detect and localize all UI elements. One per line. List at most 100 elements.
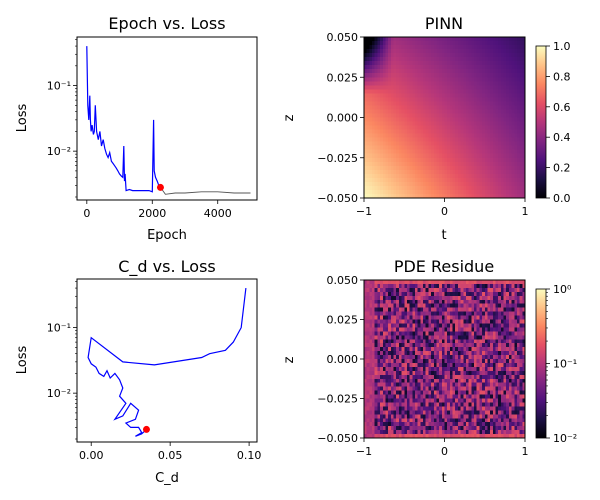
pinn-heatmap-cell [417,149,421,155]
pde-residue-heatmap-cell [433,283,437,289]
pinn-heatmap-cell [463,101,467,106]
pde-residue-heatmap-cell [476,382,480,388]
pde-residue-heatmap-cell [409,410,413,415]
pinn-heatmap-cell [495,77,499,82]
pde-residue-heatmap-cell [388,370,392,376]
pinn-heatmap-cell [519,45,523,50]
pde-residue-heatmap-cell [484,347,488,352]
pde-residue-heatmap-cell [406,283,411,289]
pinn-heatmap-cell [439,41,443,46]
pinn-heatmap-cell [409,181,413,187]
pinn-heatmap-cell [457,89,462,94]
pinn-heatmap-cell [369,137,373,143]
epoch-loss-best-point [156,183,164,191]
pinn-heatmap-cell [482,53,486,58]
pde-residue-heatmap-cell [484,303,488,309]
pinn-heatmap-cell [398,93,403,98]
pinn-heatmap-cell [382,41,386,46]
pde-residue-heatmap-cell [433,382,437,388]
pinn-heatmap-cell [393,121,397,127]
pde-residue-heatmap-cell [393,359,397,364]
pinn-heatmap-cell [522,149,526,155]
pinn-heatmap-cell [495,125,499,131]
pinn-heatmap-cell [490,61,494,66]
pde-residue-heatmap-cell [396,418,400,423]
pinn-heatmap-cell [447,109,451,114]
pde-residue-heatmap-cell [374,390,378,396]
pinn-heatmap-cell [393,81,397,86]
pde-residue-heatmap-cell [447,303,451,309]
pde-residue-heatmap-cell [457,331,462,336]
pinn-heatmap-cell [417,57,421,62]
pde-residue-heatmap-cell [482,331,486,336]
pde-residue-heatmap-cell [393,291,397,297]
pde-residue-heatmap-cell [460,343,464,348]
pinn-heatmap-cell [476,157,480,163]
pinn-heatmap-cell [412,193,416,199]
pde-residue-heatmap-cell [372,394,376,399]
pde-residue-heatmap-cell [460,362,464,368]
pinn-heatmap-cell [377,53,381,58]
pde-residue-heatmap-cell [372,366,376,372]
pde-residue-heatmap-cell [414,287,419,293]
pinn-heatmap-cell [490,181,494,187]
pinn-heatmap-cell [468,93,472,98]
pinn-heatmap-cell [425,85,429,90]
pde-residue-heatmap-cell [476,331,480,336]
pinn-heatmap-cell [516,141,521,147]
pde-residue-heatmap-cell [412,402,416,407]
pde-residue-heatmap-cell [417,418,421,423]
pinn-heatmap-cell [487,133,491,139]
pde-residue-heatmap-cell [431,343,435,348]
pinn-heatmap-cell [428,149,432,155]
cd-loss-title: C_d vs. Loss [118,257,215,277]
pde-residue-heatmap-cell [433,315,437,320]
pinn-heatmap-cell [482,61,486,66]
pinn-heatmap-cell [412,133,416,139]
pde-residue-heatmap-cell [377,390,381,396]
pde-residue-heatmap-cell [492,418,496,423]
pinn-heatmap-cell [372,57,376,62]
pinn-ytick-label: 0.000 [327,112,359,125]
pde-residue-heatmap-cell [433,430,437,435]
pinn-heatmap-cell [406,181,411,187]
pde-residue-heatmap-cell [385,386,389,392]
pinn-heatmap-cell [516,129,521,135]
pinn-heatmap-cell [366,89,370,94]
pinn-heatmap-cell [511,53,515,58]
pinn-heatmap-cell [487,153,491,159]
pinn-heatmap-cell [390,73,395,78]
pde-residue-heatmap-cell [492,410,496,415]
pinn-heatmap-cell [498,181,502,187]
pinn-heatmap-cell [506,113,510,119]
pde-residue-heatmap-cell [388,323,392,328]
pinn-heatmap-cell [409,177,413,183]
pde-residue-heatmap-cell [455,331,459,336]
pde-residue-heatmap-cell [366,422,370,427]
pde-residue-heatmap-cell [409,347,413,352]
pinn-heatmap-cell [452,45,456,50]
pinn-heatmap-cell [423,121,427,127]
pinn-heatmap-cell [409,117,413,123]
pde-residue-heatmap-cell [500,299,505,305]
pinn-heatmap-cell [428,45,432,50]
pde-residue-heatmap-cell [492,359,496,364]
pde-residue-heatmap-cell [508,327,513,332]
pde-residue-heatmap-cell [522,378,526,384]
pinn-heatmap-cell [366,169,370,175]
pinn-heatmap-cell [519,57,523,62]
pinn-heatmap-cell [369,129,373,135]
pinn-heatmap-cell [506,93,510,98]
pde-residue-heatmap-cell [476,374,480,380]
pinn-heatmap-cell [479,137,483,143]
pde-residue-heatmap-cell [484,295,488,301]
pinn-heatmap-cell [377,193,381,199]
pinn-heatmap-cell [369,101,373,106]
pinn-heatmap-cell [404,173,408,179]
pinn-heatmap-cell [484,97,488,102]
pde-residue-heatmap-cell [511,366,515,372]
pinn-heatmap-cell [490,69,494,74]
pinn-heatmap-cell [460,181,464,187]
pde-residue-heatmap-cell [374,418,378,423]
